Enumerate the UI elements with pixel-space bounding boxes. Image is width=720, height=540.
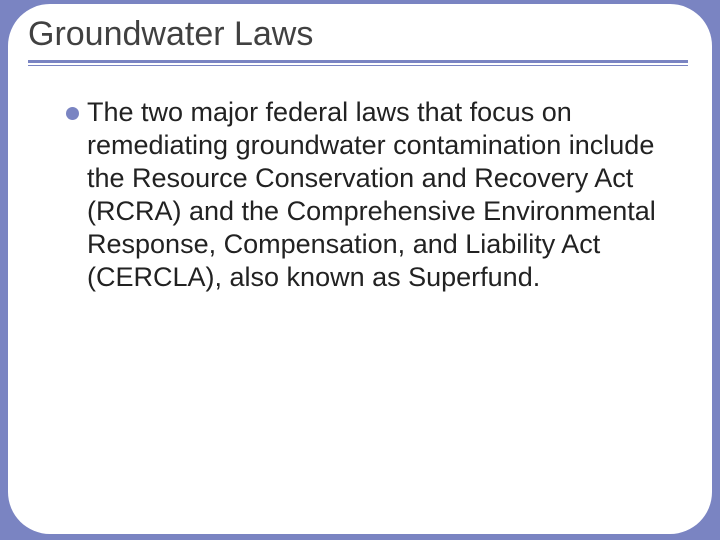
body-block: The two major federal laws that focus on… [66,96,676,294]
title-underline-thin [28,65,688,66]
title-block: Groundwater Laws [28,14,688,66]
bullet-item: The two major federal laws that focus on… [66,96,676,294]
title-underline-thick [28,60,688,63]
slide-title: Groundwater Laws [28,14,688,58]
bullet-text: The two major federal laws that focus on… [87,96,676,294]
slide-frame: Groundwater Laws The two major federal l… [8,4,712,534]
bullet-icon [66,107,79,120]
